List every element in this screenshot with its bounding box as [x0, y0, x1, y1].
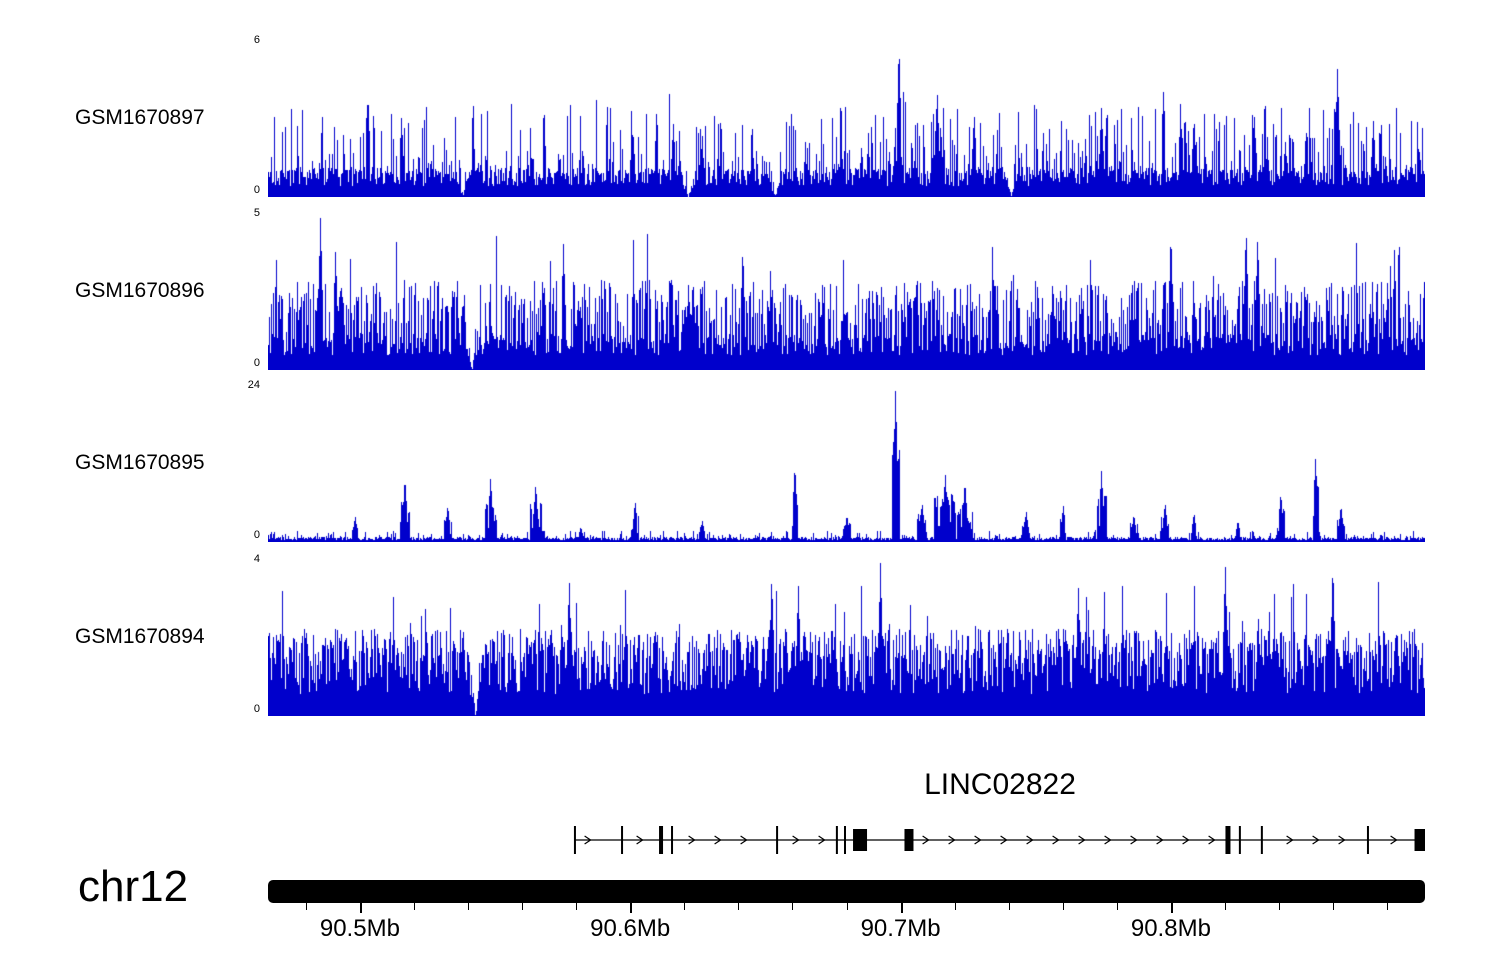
chromosome-ideogram-bar [268, 880, 1425, 903]
y-max-label: 24 [247, 379, 260, 391]
axis-minor-tick [738, 903, 740, 910]
strand-arrow-icon [1104, 835, 1112, 845]
gene-exon [843, 826, 846, 854]
axis-minor-tick [468, 903, 469, 910]
strand-arrow-icon [792, 835, 800, 845]
strand-arrow-icon [636, 835, 644, 845]
coverage-signal-canvas [268, 40, 1425, 197]
coverage-signal-canvas [268, 385, 1425, 542]
track-label: GSM1670896 [75, 279, 205, 302]
strand-arrow-icon [922, 835, 930, 845]
axis-tick-label: 90.8Mb [1130, 915, 1211, 942]
strand-arrow-icon [1000, 835, 1008, 845]
gene-exon [1238, 826, 1241, 854]
strand-arrow-icon [1130, 835, 1138, 845]
strand-arrow-icon [818, 835, 826, 845]
axis-minor-tick [1279, 903, 1280, 910]
axis-minor-tick [1387, 903, 1389, 910]
axis-minor-tick [684, 903, 686, 910]
y-zero-label: 0 [253, 184, 260, 196]
axis-major-tick [630, 903, 633, 913]
axis-minor-tick [792, 903, 794, 910]
gene-exon [1366, 826, 1369, 854]
strand-arrow-icon [1208, 835, 1216, 845]
strand-arrow-icon [1026, 835, 1034, 845]
axis-minor-tick [522, 903, 524, 910]
y-zero-label: 0 [253, 703, 260, 715]
axis-major-tick [359, 903, 362, 913]
track-label: GSM1670895 [75, 451, 205, 474]
axis-minor-tick [1225, 903, 1226, 910]
strand-arrow-icon [688, 835, 696, 845]
strand-arrow-icon [1312, 835, 1320, 845]
axis-minor-tick [414, 903, 415, 910]
strand-arrow-icon [714, 835, 722, 845]
axis-minor-tick [1116, 903, 1118, 910]
axis-minor-tick [846, 903, 848, 910]
axis-minor-tick [576, 903, 578, 910]
y-zero-label: 0 [253, 357, 260, 369]
axis-major-tick [1170, 903, 1173, 913]
gene-exon [835, 826, 838, 854]
strand-arrow-icon [1338, 835, 1346, 845]
gene-exon [853, 829, 868, 851]
axis-tick-label: 90.5Mb [319, 915, 400, 942]
strand-arrow-icon [1286, 835, 1294, 845]
gene-exon [1414, 829, 1425, 851]
y-max-label: 5 [253, 207, 260, 219]
y-max-label: 6 [253, 34, 260, 46]
chromosome-label: chr12 [78, 862, 189, 911]
gene-exon [671, 826, 674, 854]
axis-major-tick [900, 903, 903, 913]
gene-exon [621, 826, 624, 854]
track-label: GSM1670897 [75, 106, 205, 129]
gene-exon [1260, 826, 1263, 854]
strand-arrow-icon [1390, 835, 1398, 845]
coverage-signal-canvas [268, 559, 1425, 716]
axis-minor-tick [1008, 903, 1010, 910]
axis-minor-tick [954, 903, 956, 910]
strand-arrow-icon [584, 835, 592, 845]
axis-minor-tick [305, 903, 307, 910]
coverage-signal-canvas [268, 213, 1425, 370]
axis-tick-label: 90.7Mb [860, 915, 941, 942]
gene-model-svg [573, 826, 1425, 854]
strand-arrow-icon [1156, 835, 1164, 845]
strand-arrow-icon [1182, 835, 1190, 845]
strand-arrow-icon [974, 835, 982, 845]
x-axis-ticks: 90.5Mb 90.6Mb 90.7Mb 90.8Mb [268, 903, 1425, 963]
strand-arrow-icon [740, 835, 748, 845]
y-zero-label: 0 [253, 529, 260, 541]
gene-name-label: LINC02822 [924, 768, 1076, 801]
gene-exon [659, 826, 664, 854]
strand-arrow-icon [1052, 835, 1060, 845]
track-label: GSM1670894 [75, 625, 205, 648]
gene-exon [776, 826, 779, 854]
axis-minor-tick [1333, 903, 1335, 910]
strand-arrow-icon [1078, 835, 1086, 845]
gene-exon [904, 829, 914, 851]
strand-arrow-icon [948, 835, 956, 845]
axis-tick-label: 90.6Mb [590, 915, 671, 942]
gene-exon [573, 826, 576, 854]
gene-exon [1225, 826, 1231, 854]
y-max-label: 4 [253, 553, 260, 565]
axis-minor-tick [1062, 903, 1064, 910]
